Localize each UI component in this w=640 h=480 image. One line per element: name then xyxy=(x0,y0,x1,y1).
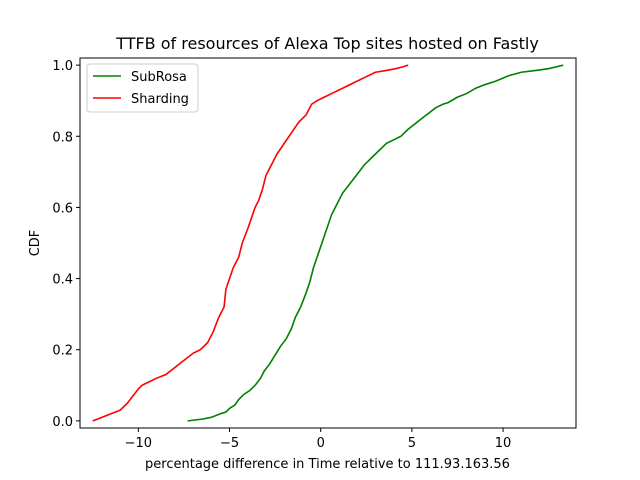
x-tick-label: 0 xyxy=(317,436,325,451)
x-tick-label: 5 xyxy=(408,436,416,451)
legend-label-sharding: Sharding xyxy=(131,92,189,107)
y-tick-label: 0.8 xyxy=(52,130,73,145)
legend-label-subrosa: SubRosa xyxy=(131,70,187,85)
x-tick-label: −5 xyxy=(220,436,239,451)
x-tick-label: −10 xyxy=(125,436,152,451)
y-axis-label: CDF xyxy=(28,230,43,257)
y-tick-label: 0.2 xyxy=(52,344,73,359)
x-axis-label: percentage difference in Time relative t… xyxy=(145,457,510,472)
y-tick-label: 0.6 xyxy=(52,201,73,216)
y-tick-label: 1.0 xyxy=(52,59,73,74)
legend: SubRosa Sharding xyxy=(86,63,199,113)
y-axis: 0.0 0.2 0.4 0.6 0.8 1.0 xyxy=(52,59,80,430)
y-tick-label: 0.0 xyxy=(52,415,73,430)
plot-area xyxy=(92,64,564,422)
series-line-subrosa xyxy=(187,64,564,422)
series-line-sharding xyxy=(92,64,409,422)
x-tick-label: 10 xyxy=(495,436,512,451)
x-axis: −10 −5 0 5 10 xyxy=(125,428,512,451)
chart-title: TTFB of resources of Alexa Top sites hos… xyxy=(115,34,539,53)
axes-frame xyxy=(79,57,577,429)
y-tick-label: 0.4 xyxy=(52,273,73,288)
